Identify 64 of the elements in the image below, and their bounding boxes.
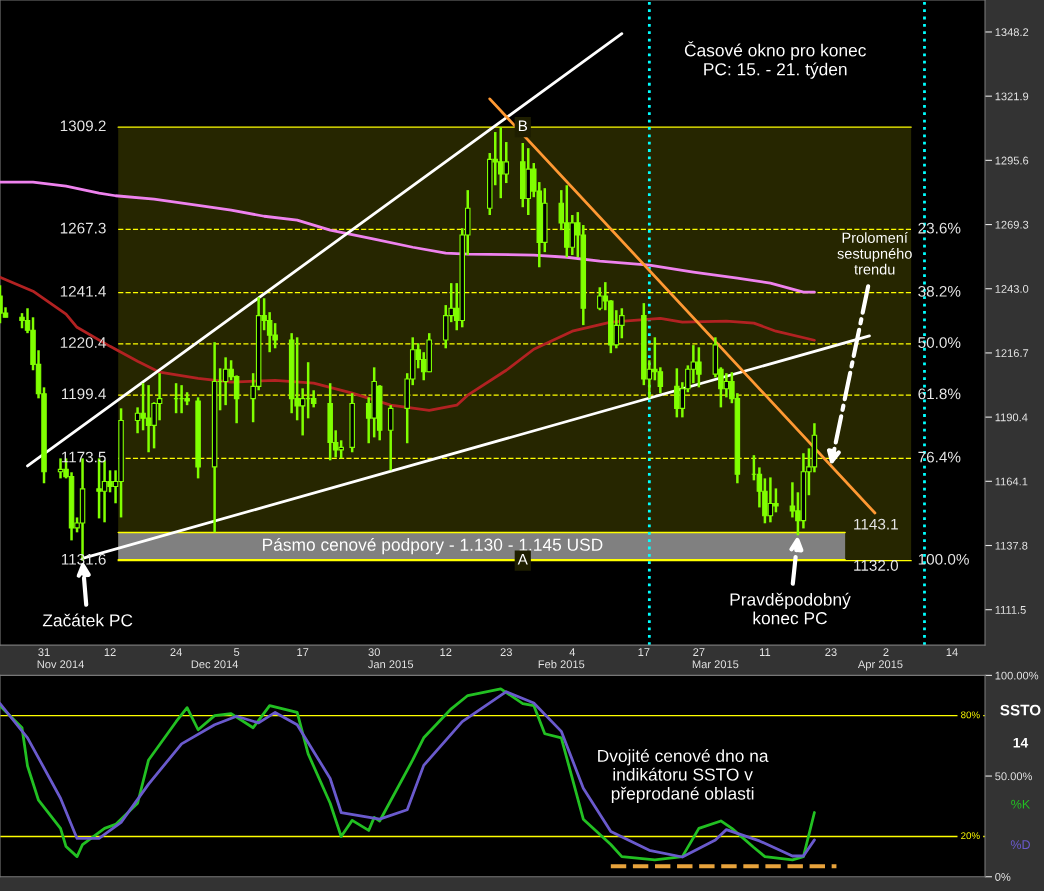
text: 14 — [1013, 737, 1029, 748]
candlestick — [387, 403, 394, 472]
y-tick-label: 50.00% — [995, 772, 1033, 781]
annotation: Začátek PC — [42, 613, 133, 627]
y-tick-label: 1269.3 — [995, 220, 1029, 229]
ref-line-label: 1132.0 — [854, 560, 899, 571]
x2-tick-label: Dec 2014 — [191, 660, 239, 669]
ref-line-label: 80% — [961, 711, 980, 719]
annotation: B — [518, 120, 528, 132]
x-tick-label: 17 — [297, 648, 309, 656]
ref-line-label: 1173.5 — [61, 451, 106, 463]
x-tick-label: 30 — [368, 648, 380, 657]
y-tick-label: 1164.1 — [995, 477, 1028, 486]
y-tick-label: 1321.9 — [995, 92, 1029, 101]
annotation: Prolomení sestupného trendu — [837, 232, 912, 275]
ref-line-label: 1220.4 — [60, 337, 106, 348]
annotation: A — [517, 554, 528, 565]
y-tick-label: 1216.7 — [995, 349, 1029, 358]
y-tick-label: 1348.2 — [995, 28, 1029, 37]
x-tick-label: 12 — [104, 648, 116, 656]
x-tick-label: 23 — [500, 648, 512, 657]
x-tick-label: 14 — [946, 648, 958, 656]
y-tick-label: 0% — [995, 873, 1011, 881]
text: SSTO — [1000, 704, 1041, 716]
x2-tick-label: Jan 2015 — [368, 660, 414, 669]
x-tick-label: 4 — [569, 648, 576, 656]
ref-line-label: 1241.4 — [60, 285, 106, 297]
y-tick-label: 1190.4 — [995, 413, 1028, 422]
annotation: 61.8% — [918, 388, 961, 400]
ref-line-label: 20% — [961, 832, 980, 840]
x2-tick-label: Apr 2015 — [857, 660, 903, 671]
ref-line-label: 1131.6 — [61, 553, 106, 565]
x-tick-label: 11 — [759, 648, 771, 656]
y-tick-label: 1111.5 — [995, 606, 1026, 614]
annotation: 76.4% — [918, 451, 961, 463]
annotation: Časové okno pro konec PC: 15. - 21. týden — [684, 41, 866, 79]
ref-line-label: 1309.2 — [60, 120, 106, 132]
x-tick-label: 12 — [440, 648, 452, 656]
y-tick-label: 1243.0 — [995, 285, 1029, 293]
x-tick-label: 23 — [825, 648, 837, 657]
x-tick-label: 5 — [233, 648, 240, 657]
ref-line-label: 1143.1 — [854, 518, 898, 530]
annotation: Dvojité cenové dno na indikátoru SSTO v přeprodané oblasti — [598, 749, 769, 804]
annotation: 50.0% — [918, 337, 961, 348]
x-tick-label: 27 — [693, 648, 705, 656]
x2-tick-label: Feb 2015 — [538, 660, 585, 669]
ref-line-label: 1267.3 — [60, 222, 106, 234]
ref-line-label: 1199.4 — [61, 388, 106, 400]
y-tick-label: 100.00% — [995, 671, 1039, 680]
annotation: 100.0% — [918, 553, 969, 565]
x2-tick-label: Mar 2015 — [692, 660, 739, 669]
x2-tick-label: Nov 2014 — [37, 660, 84, 669]
text: %D — [1010, 840, 1030, 850]
y-tick-label: 1137.8 — [995, 541, 1028, 550]
band-label: Pásmo cenové podpory - 1.130 - 1.145 USD — [263, 537, 603, 555]
text: %K — [1011, 799, 1031, 809]
annotation: Pravděpodobný konec PC — [730, 592, 851, 625]
y-tick-label: 1295.6 — [995, 156, 1029, 165]
x-tick-label: 2 — [883, 648, 889, 656]
x-tick-label: 31 — [38, 648, 50, 657]
x-tick-label: 24 — [170, 648, 182, 656]
annotation: 38.2% — [918, 285, 961, 297]
x-tick-label: 17 — [638, 648, 650, 656]
annotation: 23.6% — [918, 222, 961, 234]
